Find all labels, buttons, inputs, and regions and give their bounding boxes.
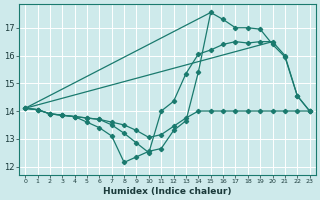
X-axis label: Humidex (Indice chaleur): Humidex (Indice chaleur)	[103, 187, 232, 196]
